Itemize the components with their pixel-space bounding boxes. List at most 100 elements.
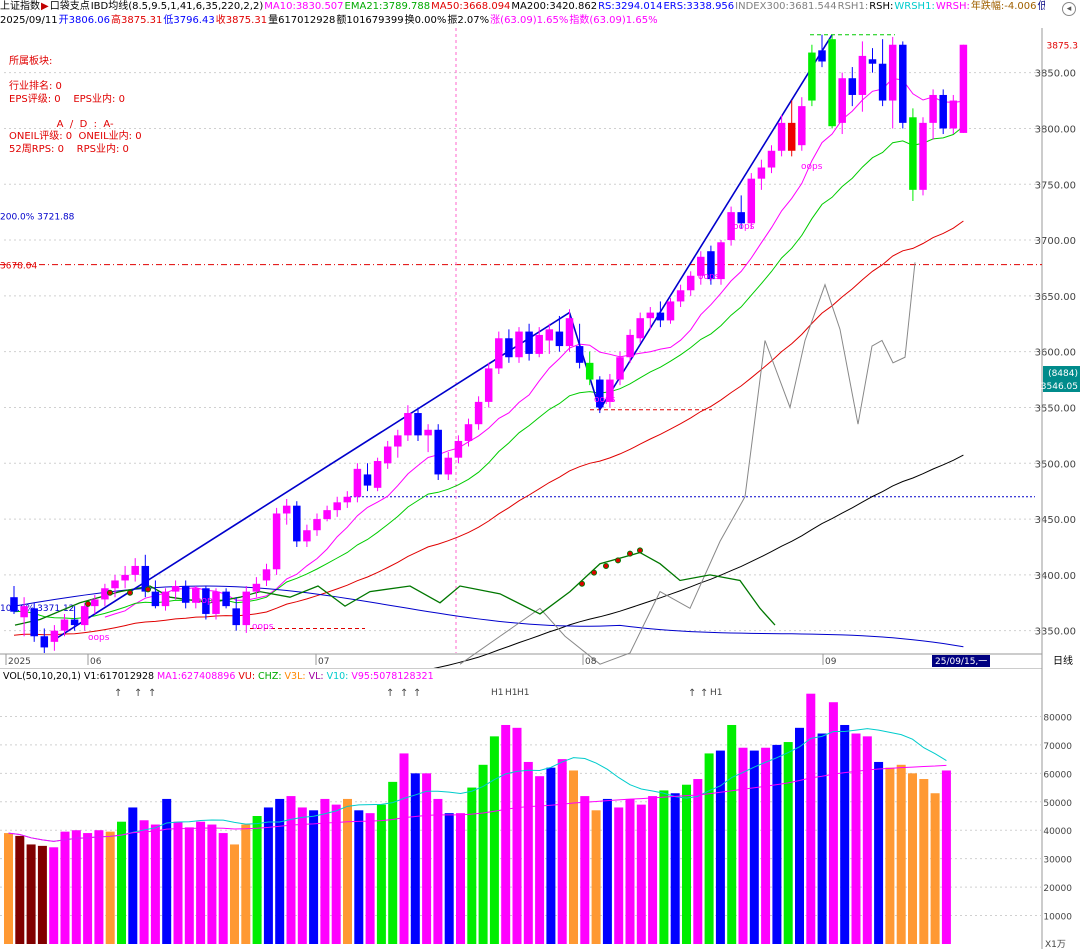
trendline-3	[568, 312, 601, 410]
expand-icon[interactable]: ◂	[1062, 2, 1076, 16]
price-chart[interactable]: 3850.00 3800.00 3750.00 3700.00 3650.00 3600.…	[0, 28, 1080, 668]
candle-body	[192, 588, 200, 603]
info-line-6: ONEIL评级: 0 ONEIL业内: 0	[9, 131, 142, 142]
candle-body	[697, 256, 705, 276]
signal-dot	[85, 600, 91, 607]
indicator-2: 口袋支点	[49, 1, 90, 12]
candle-body	[353, 468, 362, 497]
indicator-14: WRSH:	[935, 1, 970, 12]
signal-dot	[127, 589, 133, 596]
info-line-3: EPS评级: 0 EPS业内: 0	[9, 93, 125, 105]
indicator-12: RSH:	[869, 1, 894, 12]
volume-bar	[83, 833, 93, 944]
candle-body	[232, 608, 240, 626]
volume-bar	[15, 835, 25, 944]
h1-marker: H1	[710, 688, 723, 698]
candle-body	[282, 505, 291, 514]
candle-body	[131, 565, 139, 575]
candle-body	[50, 630, 59, 642]
vol-header-item: VU:	[238, 671, 255, 682]
volume-bar	[569, 770, 578, 944]
volume-bar	[885, 767, 895, 944]
candle-body	[848, 78, 857, 95]
volume-bar	[738, 747, 748, 944]
trendline-2	[599, 34, 833, 411]
indicator-1: ▶	[41, 1, 49, 12]
quote-5: 量617012928	[268, 15, 336, 26]
cursor-price-tag	[1043, 366, 1080, 392]
x-label: 06	[90, 657, 102, 667]
candle-body	[303, 530, 311, 542]
signal-dot	[637, 547, 643, 554]
volume-chart[interactable]: 80000 70000 60000 50000 40000 30000 20000 10000…	[0, 668, 1080, 949]
quote-9: 涨(63.09)1.65%	[490, 15, 569, 26]
price-tick: 3600.00	[1035, 348, 1076, 359]
volume-bar	[557, 759, 567, 944]
volume-bar	[693, 779, 703, 944]
indicator-11: RSH1:	[837, 1, 869, 12]
x-label: 2025	[8, 657, 31, 667]
volume-bar	[862, 736, 872, 944]
quote-10: 指数(63.09)1.65%	[569, 15, 658, 26]
candle-body	[313, 519, 321, 531]
info-line-0: 所属板块:	[9, 56, 53, 67]
candle-body	[808, 52, 816, 101]
top-price: 3875.3	[1047, 42, 1079, 52]
vol-header-item: V10:	[327, 671, 349, 682]
volume-bar	[399, 753, 409, 944]
info-line-2: 行业排名: 0	[9, 81, 62, 92]
volume-bar	[252, 816, 262, 944]
index300-line	[459, 262, 916, 665]
quote-1: 开3806.06	[58, 15, 110, 26]
candle-body	[424, 429, 432, 436]
candle-body	[383, 446, 392, 464]
up-arrow-icon: ↑	[386, 688, 394, 699]
candle-body	[787, 122, 796, 151]
volume-bar	[60, 831, 70, 944]
volume-bar	[749, 750, 759, 944]
price-tick: 3400.00	[1035, 571, 1076, 582]
candle-body	[616, 357, 624, 380]
candle-body	[464, 424, 473, 441]
volume-bar	[523, 761, 533, 944]
volume-bar	[4, 833, 13, 944]
volume-bar	[422, 773, 432, 944]
oops-label: oops	[88, 633, 110, 643]
candle-body	[878, 63, 887, 101]
candle-body	[373, 461, 382, 488]
candle-body	[343, 496, 352, 503]
indicator-7: MA200:3420.862	[511, 1, 598, 12]
candle-body	[484, 368, 493, 402]
candle-body	[242, 591, 251, 626]
date-tag-bg	[932, 655, 990, 667]
x-label: 07	[318, 657, 329, 667]
h1-marker: H1	[491, 688, 504, 698]
candle-body	[262, 569, 271, 581]
vol-tick: 60000	[1043, 770, 1072, 780]
indicator-0: 上证指数	[0, 1, 40, 12]
candle-body	[161, 591, 170, 607]
candle-body	[828, 39, 836, 127]
volume-bar	[26, 844, 36, 944]
candle-body	[121, 574, 129, 581]
volume-bar	[376, 804, 386, 944]
vol-tick: 70000	[1043, 742, 1072, 752]
oops-label: oops	[594, 395, 616, 405]
volume-bar	[196, 821, 206, 944]
candle-body	[747, 178, 756, 224]
up-arrow-icon: ↑	[413, 688, 421, 699]
volume-bar	[173, 821, 183, 944]
volume-bar	[489, 736, 499, 944]
volume-bar	[263, 807, 273, 944]
vol-header-item: VL:	[309, 671, 324, 682]
volume-bar	[602, 798, 612, 944]
volume-bar	[241, 824, 251, 944]
volume-bar	[309, 810, 319, 944]
h1-marker: H1	[505, 688, 518, 698]
oops-label: oops	[733, 222, 755, 232]
up-arrow-icon: ↑	[148, 688, 156, 699]
candle-body	[151, 591, 160, 607]
vol-header-item: V95:5078128321	[351, 671, 433, 682]
quote-6: 额101679399	[336, 15, 404, 26]
x-label: 09	[825, 657, 837, 667]
